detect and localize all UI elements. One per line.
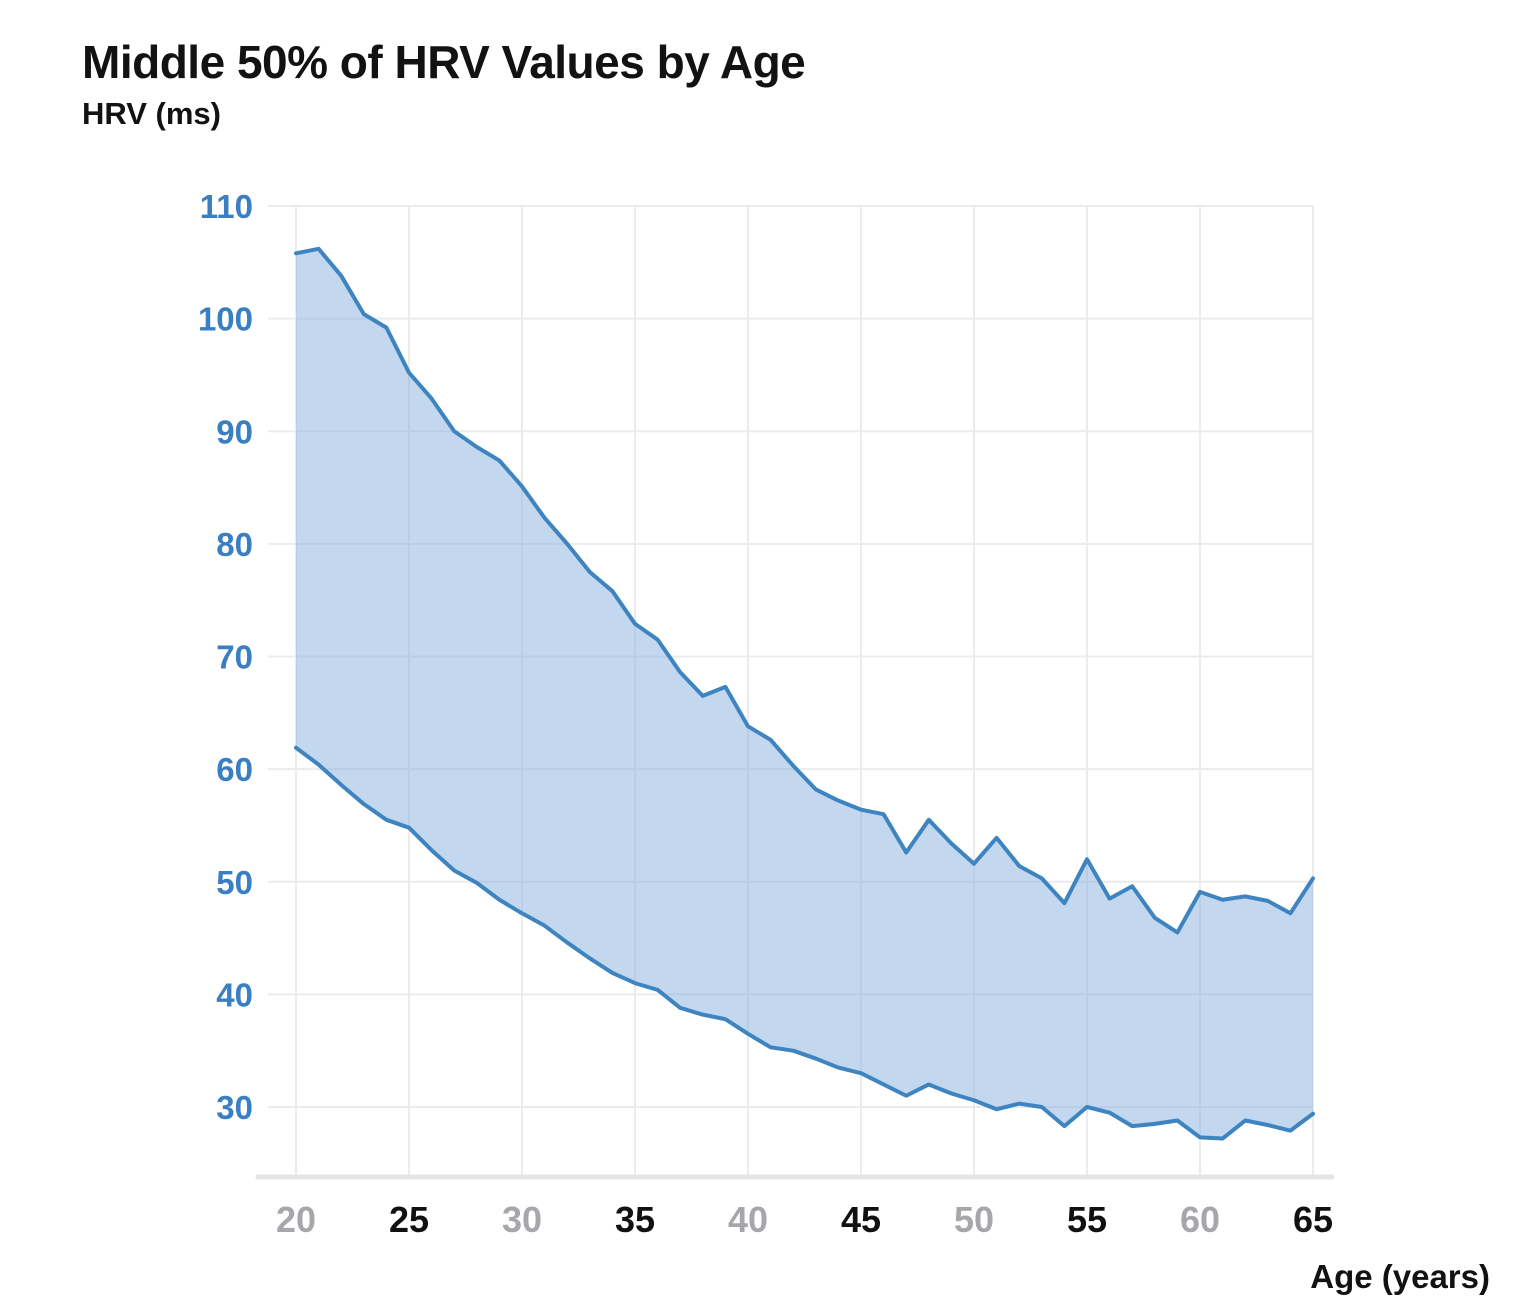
y-tick-label: 80 (216, 526, 253, 563)
x-tick-label: 20 (276, 1199, 316, 1240)
x-axis-label: Age (years) (1310, 1258, 1490, 1295)
x-tick-label: 45 (841, 1199, 881, 1240)
x-tick-label: 25 (389, 1199, 429, 1240)
chart-title: Middle 50% of HRV Values by Age (82, 35, 806, 88)
y-tick-label: 30 (216, 1089, 253, 1126)
y-tick-label: 40 (216, 976, 253, 1013)
y-tick-label: 60 (216, 751, 253, 788)
x-tick-label: 60 (1180, 1199, 1220, 1240)
y-tick-label: 90 (216, 413, 253, 450)
x-tick-label: 65 (1293, 1199, 1333, 1240)
y-axis-label: HRV (ms) (82, 96, 221, 131)
x-tick-label: 55 (1067, 1199, 1107, 1240)
lower-bound-line (294, 745, 1315, 1141)
y-tick-label: 100 (198, 301, 253, 338)
upper-bound-line (294, 246, 1315, 935)
iqr-band-area (296, 248, 1313, 1139)
x-tick-label: 35 (615, 1199, 655, 1240)
x-tick-label: 30 (502, 1199, 542, 1240)
y-tick-label: 50 (216, 864, 253, 901)
x-tick-label: 40 (728, 1199, 768, 1240)
y-tick-label: 110 (200, 188, 253, 225)
x-tick-label: 50 (954, 1199, 994, 1240)
y-tick-label: 70 (216, 639, 253, 676)
